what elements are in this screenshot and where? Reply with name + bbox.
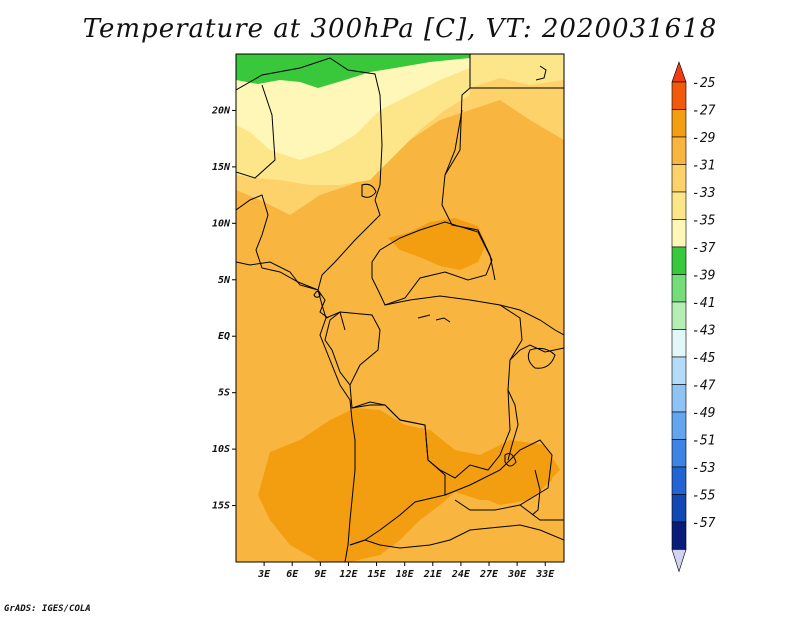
x-tick-label: 18E [396, 569, 415, 580]
x-tick-label: 21E [423, 569, 443, 580]
field-warm-central [388, 218, 486, 270]
x-tick-label: 9E [314, 569, 327, 580]
colorbar-label: -57 [692, 516, 716, 531]
lake-malawi [531, 469, 541, 516]
temperature-field [236, 54, 564, 562]
x-tick-label: 15E [368, 569, 387, 580]
y-tick-label: 15S [212, 501, 230, 512]
colorbar-swatch [671, 329, 687, 358]
plot-title: Temperature at 300hPa [C], VT: 202003161… [82, 14, 718, 44]
colorbar-label: -29 [692, 131, 715, 146]
border-tanzania-mozambique [519, 504, 564, 521]
colorbar-swatch [671, 81, 687, 110]
country-borders [236, 54, 564, 562]
colorbar-label: -31 [692, 159, 715, 174]
grads-credit: GrADS: IGES/COLA [4, 604, 91, 614]
longitude-axis: 3E 6E 9E 12E 15E 18E 21E 24E 27E 30E 33E [257, 562, 555, 580]
colorbar-label: -47 [692, 379, 716, 394]
lake-congo-basin [417, 314, 451, 323]
colorbar-label: -25 [692, 76, 716, 91]
border-nile [444, 109, 463, 176]
lake-victoria [527, 347, 556, 369]
colorbar-label: -27 [692, 104, 716, 119]
y-tick-label: 10N [212, 218, 231, 229]
colorbar-top-cap [671, 61, 687, 83]
colorbar-label: -41 [692, 296, 715, 311]
field-warm-southeast [470, 448, 552, 505]
border-chad-sudan [441, 54, 496, 281]
x-tick-label: 3E [257, 569, 271, 580]
colorbar-label: -53 [692, 461, 715, 476]
river-lake-tanganyika [507, 389, 519, 461]
colorbar-swatch [671, 494, 687, 523]
lake-tanganyika-south [504, 453, 517, 467]
colorbar-swatch [671, 356, 687, 385]
colorbar-swatch [671, 466, 687, 495]
y-tick-label: EQ [218, 331, 230, 342]
colorbar-label: -39 [692, 269, 715, 284]
colorbar-swatch [671, 191, 687, 220]
plot-frame [235, 53, 565, 563]
colorbar-swatch [671, 411, 687, 440]
colorbar-label: -37 [692, 241, 716, 256]
colorbar: -25 -27 -29 -31 -33 -35 -37 -39 -41 -43 -45 -47 -49 -… [671, 61, 716, 573]
field-warm-south [258, 408, 560, 562]
field-band-33-ne [470, 54, 564, 88]
northeast-coast [535, 65, 547, 81]
colorbar-swatch [671, 439, 687, 468]
border-east-africa [499, 304, 564, 336]
colorbar-swatch [671, 301, 687, 330]
border-niger-chad [317, 199, 381, 291]
border-great-lakes [509, 344, 564, 361]
colorbar-bottom-cap [671, 549, 687, 573]
x-tick-label: 30E [507, 569, 527, 580]
x-tick-label: 12E [339, 569, 358, 580]
island-bioko [313, 291, 321, 298]
colorbar-swatch [671, 521, 687, 550]
colorbar-swatch [671, 274, 687, 303]
border-namibia [349, 524, 564, 549]
y-tick-label: 10S [212, 444, 230, 455]
y-tick-label: 5N [218, 275, 231, 286]
x-tick-label: 33E [535, 569, 555, 580]
border-car [371, 221, 493, 306]
border-niger-nigeria [236, 84, 276, 179]
colorbar-label: -51 [692, 434, 715, 449]
colorbar-swatch [671, 219, 687, 248]
colorbar-swatch [671, 136, 687, 165]
colorbar-swatch [671, 246, 687, 275]
colorbar-label: -35 [692, 214, 716, 229]
border-zambia [444, 439, 553, 511]
colorbar-swatch [671, 109, 687, 138]
colorbar-label: -33 [692, 186, 715, 201]
y-tick-label: 5S [218, 388, 230, 399]
border-cameroon-gabon [325, 311, 346, 331]
colorbar-label: -43 [692, 324, 715, 339]
colorbar-swatch [671, 164, 687, 193]
colorbar-label: -55 [692, 489, 716, 504]
x-tick-label: 24E [451, 569, 471, 580]
x-tick-label: 6E [286, 569, 299, 580]
colorbar-swatch [671, 384, 687, 413]
colorbar-label: -49 [692, 406, 715, 421]
x-tick-label: 27E [479, 569, 499, 580]
colorbar-label: -45 [692, 351, 716, 366]
border-west-africa [236, 194, 319, 291]
lake-chad [361, 183, 377, 198]
border-angola [349, 404, 446, 546]
y-tick-label: 20N [211, 105, 231, 116]
y-tick-label: 15N [212, 162, 231, 173]
latitude-axis: 20N 15N 10N 5N EQ 5S 10S 15S [211, 105, 236, 512]
border-libya-niger-chad [236, 57, 383, 201]
coastline-gulf-of-guinea [236, 261, 356, 562]
